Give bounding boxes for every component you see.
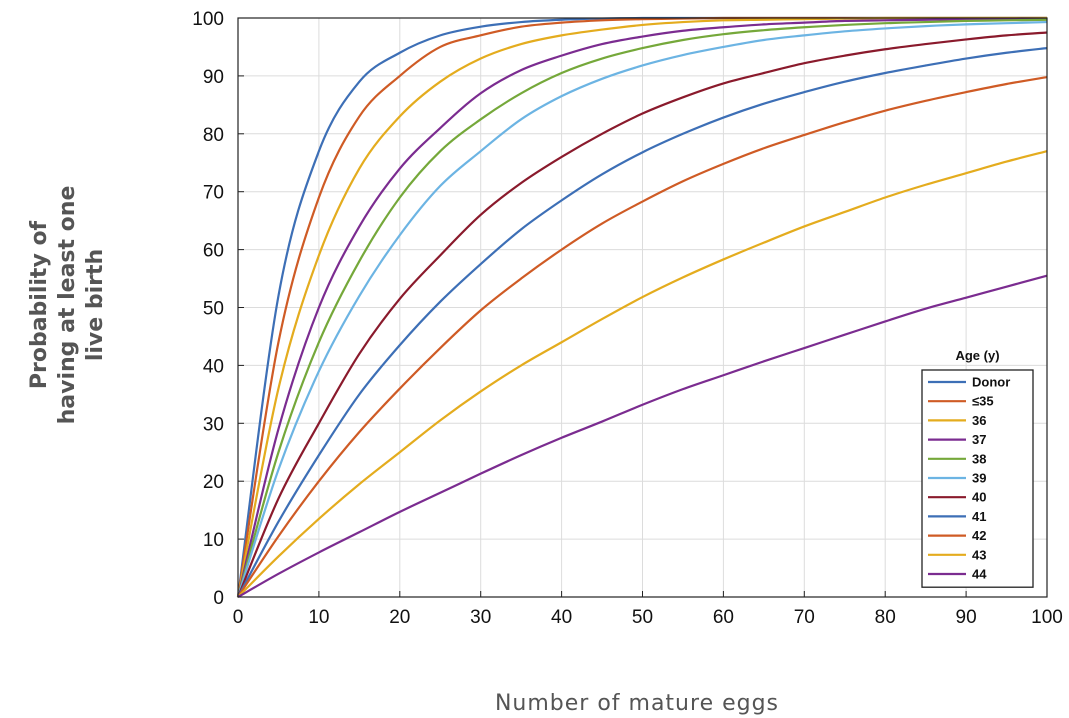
x-tick-label: 100 — [1031, 607, 1063, 628]
legend-label: Donor — [972, 375, 1010, 390]
y-tick-label: 100 — [192, 9, 224, 30]
x-tick-label: 90 — [956, 607, 977, 628]
legend-label: 44 — [972, 567, 987, 582]
y-tick-label: 10 — [203, 530, 224, 551]
legend-label: 39 — [972, 471, 986, 486]
legend-label: 36 — [972, 413, 986, 428]
series-line-3 — [236, 17, 1048, 598]
x-ticks: 0 10 20 30 40 50 60 70 80 90 100 — [233, 591, 1063, 628]
x-tick-label: 40 — [551, 607, 572, 628]
y-tick-label: 50 — [203, 299, 224, 320]
y-tick-label: 30 — [203, 414, 224, 435]
legend-label: 38 — [972, 451, 986, 466]
y-tick-label: 80 — [203, 125, 224, 146]
y-axis-label-line-1: Probability of — [27, 220, 52, 389]
series-line-10 — [237, 274, 1048, 598]
x-tick-label: 80 — [875, 607, 896, 628]
legend-label: 40 — [972, 490, 986, 505]
y-tick-label: 90 — [203, 67, 224, 88]
x-axis-label: Number of mature eggs — [495, 691, 779, 716]
x-tick-label: 20 — [389, 607, 410, 628]
y-tick-label: 40 — [203, 356, 224, 377]
series-line-6 — [236, 31, 1048, 598]
y-ticks: 0 10 20 30 40 50 60 70 80 90 100 — [192, 9, 244, 609]
x-tick-label: 0 — [233, 607, 244, 628]
y-tick-label: 70 — [203, 183, 224, 204]
series-line-5 — [236, 20, 1048, 598]
x-tick-label: 60 — [713, 607, 734, 628]
x-tick-label: 70 — [794, 607, 815, 628]
y-tick-label: 0 — [213, 588, 224, 609]
y-axis-label-line-2: having at least one — [55, 186, 80, 425]
series-line-8 — [237, 75, 1048, 598]
legend-label: 43 — [972, 547, 986, 562]
x-tick-label: 10 — [308, 607, 329, 628]
series-line-4 — [236, 18, 1048, 598]
x-tick-label: 30 — [470, 607, 491, 628]
legend-label: 42 — [972, 528, 986, 543]
legend: Age (y) Donor ≤35 36 37 38 39 40 41 42 43 44 — [921, 348, 1034, 588]
x-tick-label: 50 — [632, 607, 653, 628]
series-line-9 — [237, 150, 1048, 598]
y-tick-label: 20 — [203, 472, 224, 493]
y-axis-label-line-3: live birth — [83, 249, 108, 361]
legend-label: 37 — [972, 432, 986, 447]
legend-label: 41 — [972, 509, 986, 524]
series-line-7 — [237, 47, 1048, 598]
y-tick-label: 60 — [203, 241, 224, 262]
legend-title: Age (y) — [955, 348, 999, 363]
legend-label: ≤35 — [972, 394, 994, 409]
